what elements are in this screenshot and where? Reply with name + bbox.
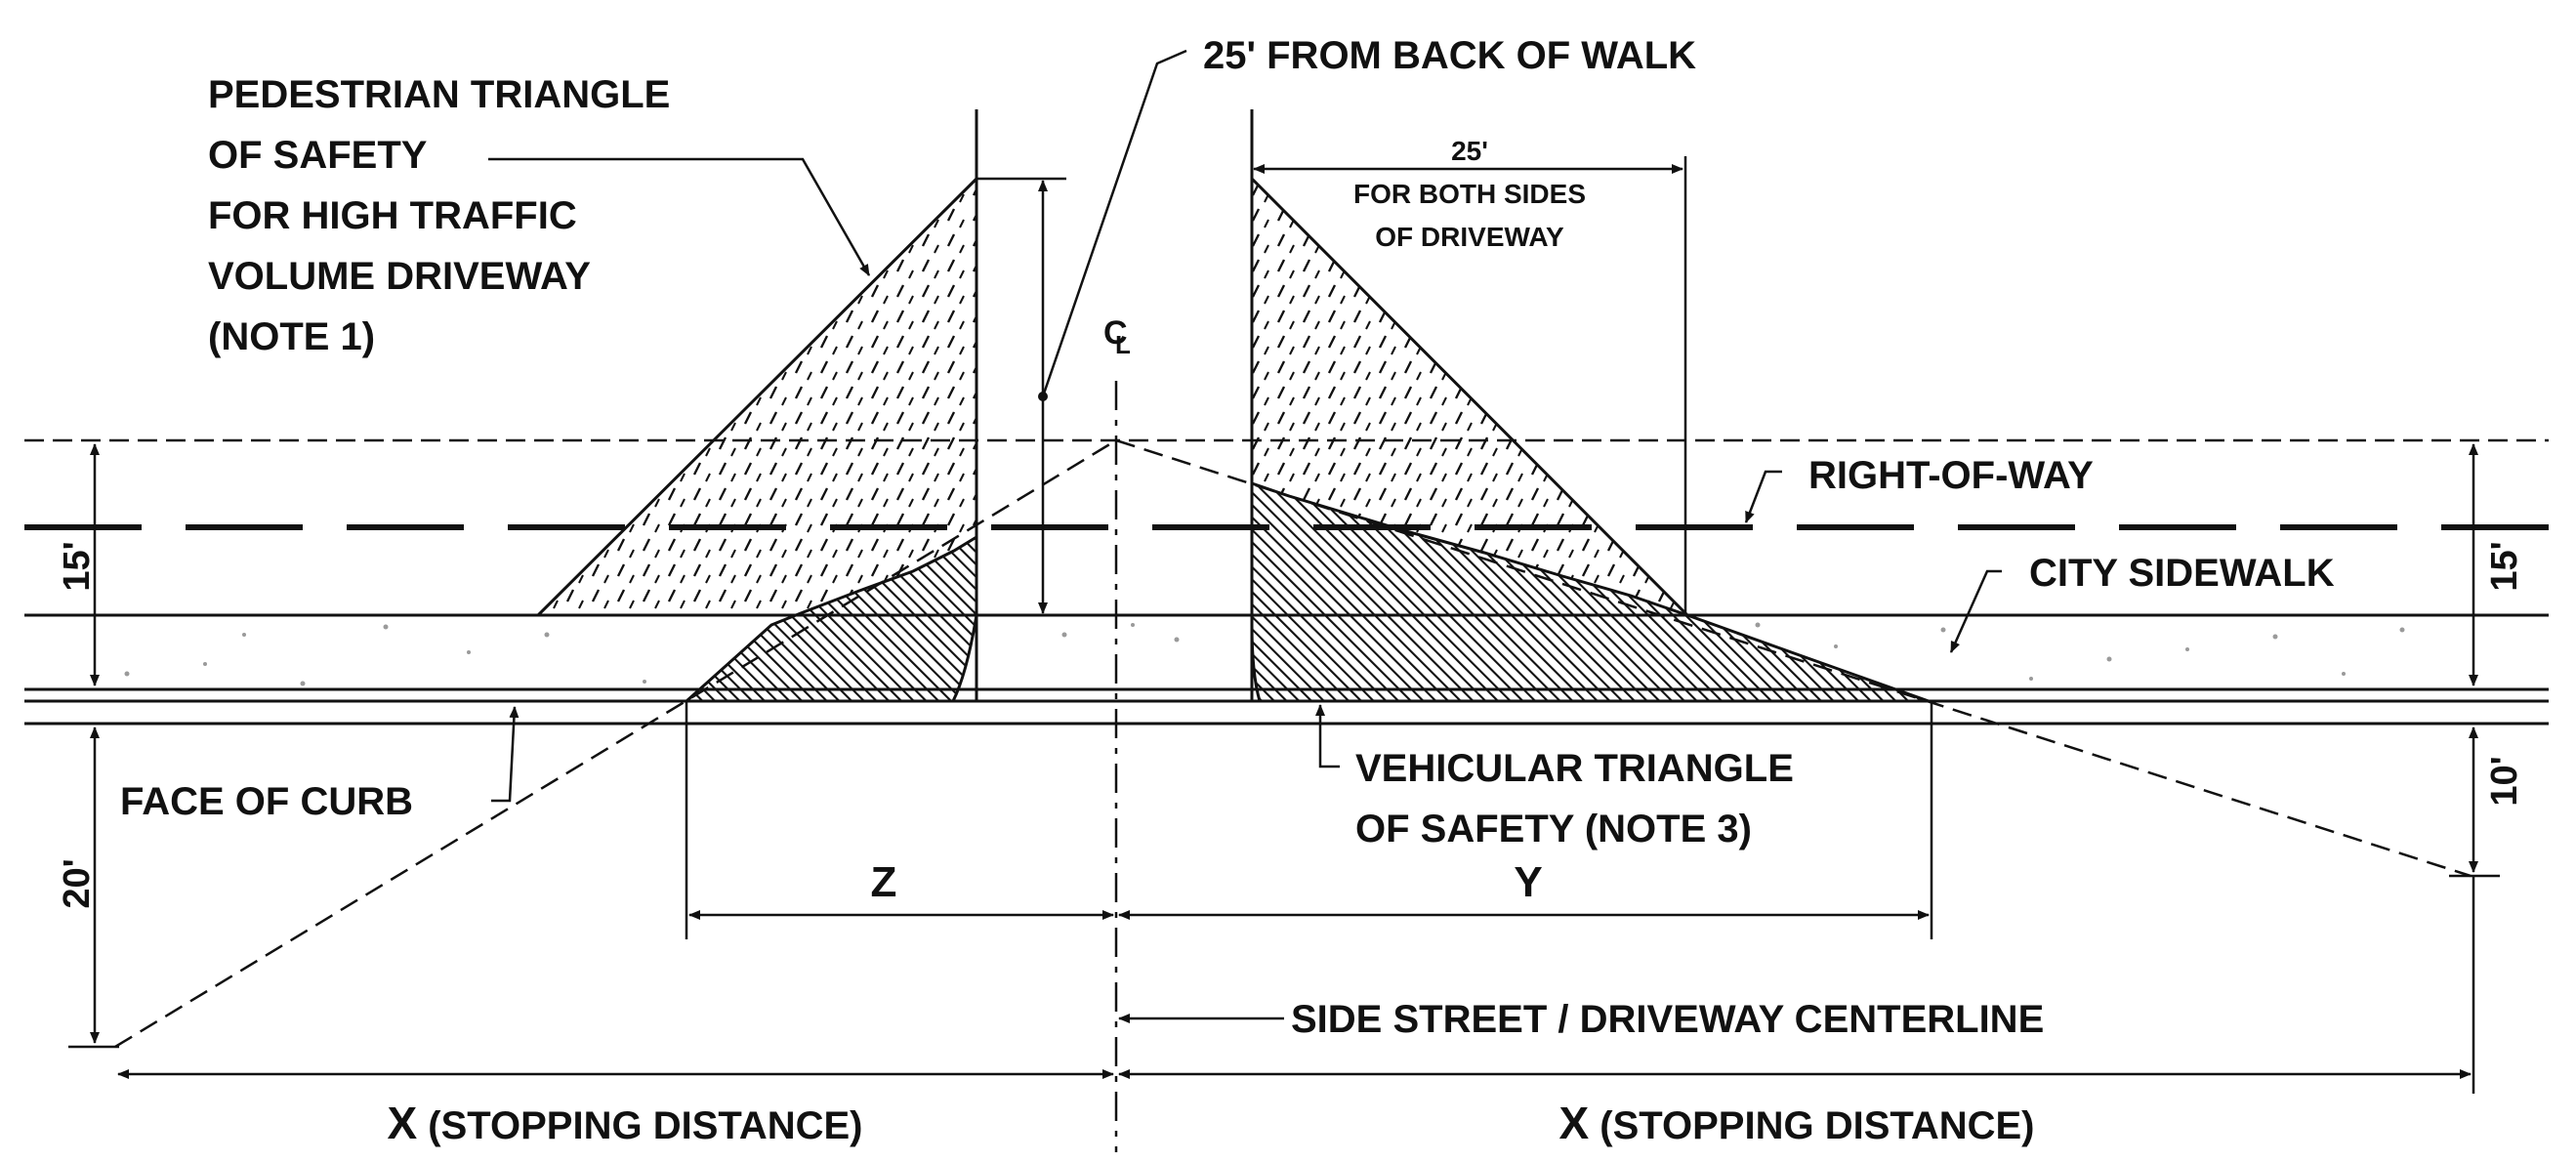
sidewalk-speckles [124, 622, 2405, 686]
x-right-letter: X [1558, 1098, 1589, 1148]
centerline-symbol-l: L [1115, 330, 1131, 359]
vehicular-leader [1315, 704, 1340, 768]
pedestrian-label-line1: PEDESTRIAN TRIANGLE [208, 73, 670, 116]
back-of-walk-leader [1041, 49, 1187, 397]
centerline-symbol-c: C [1103, 314, 1128, 352]
face-of-curb-label: FACE OF CURB [120, 780, 413, 823]
pedestrian-label-line5: (NOTE 1) [208, 315, 375, 358]
back-of-walk-label: 25' FROM BACK OF WALK [1203, 34, 1696, 77]
dim-15-right-label: 15' [2484, 541, 2525, 591]
city-sidewalk-leader [1949, 569, 2002, 653]
pedestrian-triangle-left [534, 175, 978, 617]
sight-line-left [114, 438, 1117, 1049]
city-sidewalk-label: CITY SIDEWALK [2029, 552, 2335, 595]
width-25-label: 25' [1451, 136, 1488, 166]
x-left-label: X (STOPPING DISTANCE) [387, 1098, 862, 1148]
vehicular-label-line2: OF SAFETY (NOTE 3) [1355, 808, 1752, 851]
right-of-way-label: RIGHT-OF-WAY [1808, 454, 2094, 497]
x-right-label: X (STOPPING DISTANCE) [1558, 1098, 2034, 1148]
right-of-way-leader [1744, 470, 1782, 523]
pedestrian-triangle-label: PEDESTRIAN TRIANGLE OF SAFETY FOR HIGH T… [208, 73, 670, 358]
x-left-letter: X [387, 1098, 417, 1148]
pedestrian-label-line2: OF SAFETY [208, 134, 428, 177]
both-sides-line2: OF DRIVEWAY [1375, 222, 1564, 252]
vehicular-label-line1: VEHICULAR TRIANGLE [1355, 747, 1794, 790]
dim-20-left-label: 20' [57, 858, 98, 908]
pedestrian-label-line4: VOLUME DRIVEWAY [208, 255, 591, 298]
x-right-text: (STOPPING DISTANCE) [1589, 1104, 2034, 1147]
dim-15-left-label: 15' [57, 541, 98, 591]
face-of-curb-leader [491, 706, 519, 803]
sight-line-right [1115, 438, 2472, 878]
dim-z-label: Z [871, 858, 897, 906]
dim-10-right-label: 10' [2484, 756, 2525, 806]
dim-y-label: Y [1514, 858, 1542, 906]
pedestrian-leader [488, 157, 871, 276]
pedestrian-label-line3: FOR HIGH TRAFFIC [208, 194, 577, 237]
both-sides-line1: FOR BOTH SIDES [1353, 179, 1586, 209]
centerline-symbol: C L [1103, 314, 1131, 359]
x-left-text: (STOPPING DISTANCE) [417, 1104, 862, 1147]
centerline-note-label: SIDE STREET / DRIVEWAY CENTERLINE [1291, 998, 2044, 1041]
